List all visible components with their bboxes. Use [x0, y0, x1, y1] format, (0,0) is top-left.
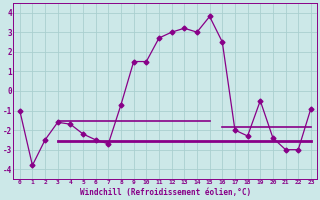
X-axis label: Windchill (Refroidissement éolien,°C): Windchill (Refroidissement éolien,°C) [80, 188, 251, 197]
